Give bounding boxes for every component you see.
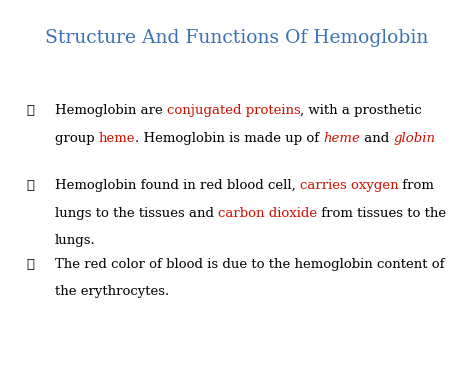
Text: The red color of blood is due to the hemoglobin content of: The red color of blood is due to the hem… — [55, 258, 444, 271]
Text: from tissues to the: from tissues to the — [317, 207, 446, 220]
Text: globin: globin — [393, 132, 436, 145]
Text: conjugated proteins: conjugated proteins — [166, 104, 300, 117]
Text: carbon dioxide: carbon dioxide — [218, 207, 317, 220]
Text: Structure And Functions Of Hemoglobin: Structure And Functions Of Hemoglobin — [46, 29, 428, 48]
Text: from: from — [398, 179, 434, 193]
Text: , with a prosthetic: , with a prosthetic — [300, 104, 422, 117]
Text: . Hemoglobin is made up of: . Hemoglobin is made up of — [135, 132, 323, 145]
Text: lungs.: lungs. — [55, 234, 95, 247]
Text: heme: heme — [99, 132, 135, 145]
Text: ➤: ➤ — [26, 258, 34, 271]
Text: the erythrocytes.: the erythrocytes. — [55, 285, 169, 299]
Text: heme: heme — [323, 132, 360, 145]
Text: ➤: ➤ — [26, 179, 34, 193]
Text: Hemoglobin found in red blood cell,: Hemoglobin found in red blood cell, — [55, 179, 300, 193]
Text: group: group — [55, 132, 99, 145]
Text: Hemoglobin are: Hemoglobin are — [55, 104, 166, 117]
Text: carries oxygen: carries oxygen — [300, 179, 398, 193]
Text: ➤: ➤ — [26, 104, 34, 117]
Text: and: and — [360, 132, 393, 145]
Text: lungs to the tissues and: lungs to the tissues and — [55, 207, 218, 220]
